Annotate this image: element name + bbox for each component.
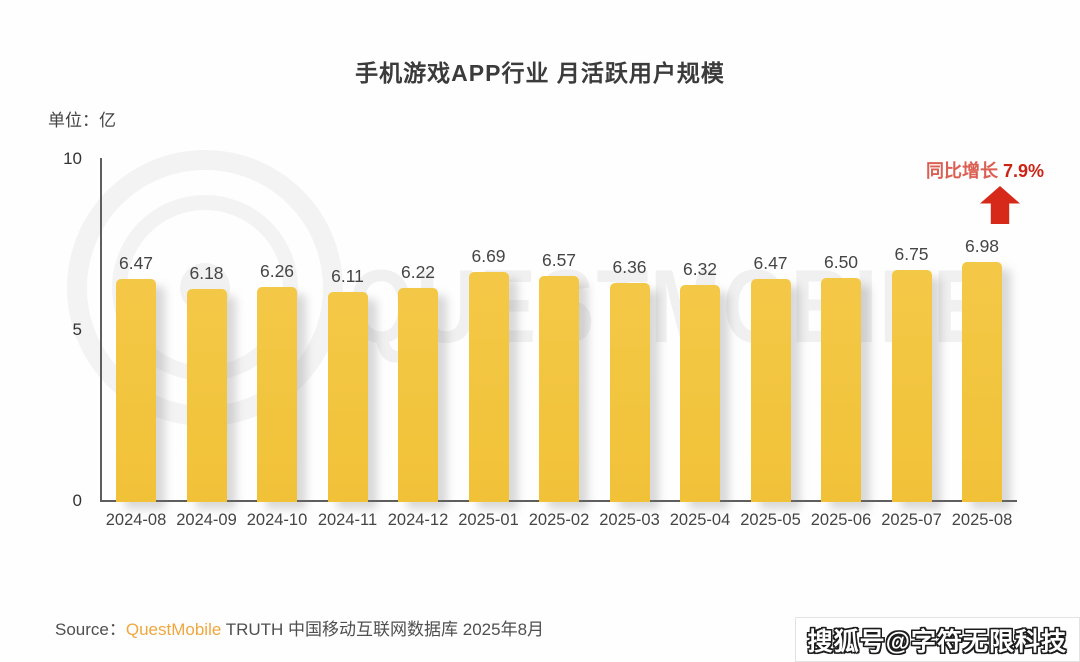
sohu-watermark-badge: 搜狐号@字符无限科技 — [794, 617, 1080, 662]
x-axis-tick-label: 2025-01 — [458, 511, 519, 529]
y-axis-tick-label: 10 — [63, 149, 82, 168]
bar-value-label: 6.36 — [612, 257, 647, 277]
x-axis-tick-label: 2025-02 — [528, 511, 590, 529]
bar — [962, 262, 1002, 502]
plot-area: 6.47 6.18 6.26 6.11 6.22 6.69 6.57 6.36 6.32 6.47… — [100, 158, 1017, 502]
unit-label: 单位：亿 — [48, 111, 116, 130]
questmobile-watermark-text: QUESTMOBILE — [348, 249, 992, 365]
yoy-growth-value: 7.9% — [1002, 161, 1044, 181]
bar-value-label: 6.22 — [400, 262, 436, 282]
x-axis-tick-label: 2025-07 — [881, 511, 942, 529]
y-axis-tick-label: 5 — [72, 320, 82, 339]
source-rest: TRUTH 中国移动互联网数据库 2025年8月 — [221, 620, 545, 639]
chart-title: 手机游戏APP行业 月活跃用户规模 — [355, 60, 725, 86]
x-axis-tick-label: 2024-12 — [387, 511, 449, 529]
bar-value-label: 6.26 — [259, 261, 295, 281]
x-axis-tick-label: 2024-11 — [317, 511, 378, 529]
x-axis-tick-label: 2024-09 — [176, 511, 237, 529]
bar — [750, 279, 791, 502]
source-brand: QuestMobile — [125, 620, 222, 639]
x-axis-tick-label: 2024-10 — [246, 511, 308, 529]
bar — [116, 279, 156, 502]
x-axis-tick-label: 2025-06 — [810, 511, 872, 529]
bar — [398, 288, 438, 502]
bar — [539, 276, 579, 502]
y-axis-line — [100, 158, 102, 502]
bar — [891, 270, 932, 502]
bar — [680, 285, 720, 502]
bar-value-label: 6.47 — [118, 253, 154, 273]
x-axis-tick-label: 2025-03 — [599, 511, 660, 529]
sohu-watermark-text: 搜狐号@字符无限科技 — [807, 627, 1067, 656]
bar-value-label: 6.75 — [894, 244, 929, 264]
bar-value-label: 6.98 — [964, 236, 1000, 256]
bar-value-label: 6.32 — [682, 259, 718, 279]
bar-value-label: 6.50 — [823, 252, 859, 272]
yoy-growth-annotation: 同比增长 7.9% — [926, 157, 1044, 183]
yoy-growth-label: 同比增长 — [925, 161, 998, 181]
bar-value-label: 6.47 — [753, 253, 788, 273]
y-axis-tick-label: 0 — [72, 491, 82, 510]
x-axis-tick-label: 2024-08 — [105, 511, 167, 529]
bar — [327, 292, 368, 502]
bar-value-label: 6.11 — [331, 266, 364, 286]
bar — [186, 289, 227, 502]
x-axis-tick-label: 2025-05 — [740, 511, 801, 529]
bar-value-label: 6.69 — [471, 246, 506, 266]
x-axis-tick-labels: 2024-08 2024-09 2024-10 2024-11 2024-12 2025-… — [100, 511, 1017, 535]
bar-value-label: 6.57 — [541, 250, 577, 270]
bar — [821, 278, 861, 502]
source-prefix: Source： — [55, 620, 126, 639]
x-axis-tick-label: 2025-08 — [951, 511, 1013, 529]
source-line: Source：QuestMobile TRUTH 中国移动互联网数据库 2025… — [55, 615, 544, 640]
bar — [257, 287, 297, 502]
bar — [468, 272, 509, 502]
bar-value-label: 6.18 — [189, 263, 224, 283]
bar — [609, 283, 650, 502]
x-axis-tick-label: 2025-04 — [669, 511, 731, 529]
